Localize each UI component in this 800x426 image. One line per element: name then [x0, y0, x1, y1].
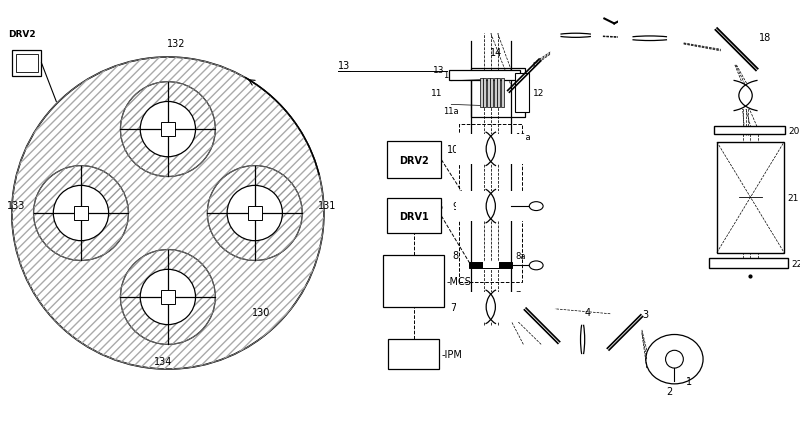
Text: 10a: 10a [515, 133, 531, 142]
Bar [450, 71, 520, 81]
Text: 7: 7 [450, 302, 456, 312]
Bar [161, 291, 174, 304]
Text: 9a: 9a [515, 190, 526, 199]
Bar [714, 127, 785, 135]
Text: DRV2: DRV2 [399, 155, 429, 165]
Text: 10: 10 [447, 144, 459, 155]
Text: 20: 20 [788, 126, 799, 135]
Bar [387, 141, 442, 179]
Text: 11a: 11a [443, 106, 459, 115]
Text: 1: 1 [686, 376, 692, 386]
Text: IC: IC [252, 223, 262, 233]
Circle shape [140, 102, 195, 157]
Text: 22: 22 [791, 259, 800, 268]
Text: 13: 13 [338, 61, 350, 71]
Text: 130: 130 [252, 307, 270, 317]
Bar [487, 78, 490, 108]
Bar [709, 259, 788, 269]
Bar [490, 78, 494, 108]
Text: 13: 13 [433, 66, 444, 75]
Bar [161, 123, 174, 137]
Text: 14: 14 [490, 48, 502, 58]
Text: -IPM: -IPM [442, 349, 462, 360]
Circle shape [12, 58, 324, 369]
Circle shape [140, 270, 195, 325]
Ellipse shape [530, 202, 543, 211]
Text: 133: 133 [7, 201, 26, 210]
Text: 21: 21 [787, 193, 798, 202]
Circle shape [227, 186, 282, 241]
Bar [494, 78, 497, 108]
Bar [459, 125, 522, 282]
Text: 5: 5 [514, 304, 519, 314]
Text: 8a: 8a [515, 251, 526, 260]
Text: 3: 3 [642, 309, 649, 319]
Bar [515, 74, 530, 113]
Text: 134: 134 [154, 356, 172, 366]
Text: DRV2: DRV2 [8, 30, 35, 39]
Bar [717, 143, 784, 253]
Text: -MCS: -MCS [446, 276, 471, 287]
Text: 11b: 11b [443, 71, 459, 80]
Text: DRV1: DRV1 [399, 211, 429, 222]
Bar [74, 207, 88, 220]
Text: 2: 2 [666, 386, 673, 396]
Bar [501, 78, 504, 108]
Text: 132: 132 [166, 39, 185, 49]
Bar [383, 256, 444, 307]
Bar [248, 207, 262, 220]
Bar [471, 69, 526, 118]
Bar [469, 263, 513, 269]
Bar [483, 78, 486, 108]
Ellipse shape [530, 261, 543, 270]
Circle shape [34, 166, 128, 261]
Bar [16, 55, 38, 73]
Text: 4: 4 [585, 307, 590, 317]
Text: 12: 12 [534, 89, 545, 98]
Bar [480, 78, 483, 108]
Text: 6: 6 [436, 201, 442, 212]
Text: 18: 18 [759, 33, 771, 43]
Circle shape [121, 83, 215, 177]
Text: 16: 16 [622, 5, 634, 14]
Bar [12, 51, 42, 77]
Bar [497, 78, 500, 108]
Text: 15: 15 [575, 6, 586, 14]
Bar [387, 199, 442, 233]
Circle shape [121, 250, 215, 345]
Bar [483, 263, 498, 269]
Bar [388, 340, 439, 369]
Circle shape [54, 186, 109, 241]
Text: 8: 8 [452, 251, 458, 261]
Text: 11: 11 [430, 89, 442, 98]
Text: 131: 131 [318, 201, 336, 210]
Text: 19: 19 [777, 87, 789, 96]
Text: 17: 17 [632, 62, 644, 71]
Circle shape [207, 166, 302, 261]
Text: 7a: 7a [515, 291, 526, 300]
Text: 9: 9 [452, 201, 458, 212]
